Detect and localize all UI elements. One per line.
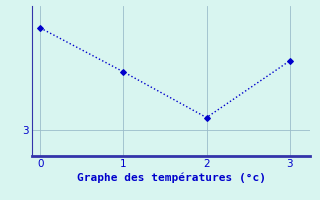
- X-axis label: Graphe des températures (°c): Graphe des températures (°c): [77, 173, 266, 183]
